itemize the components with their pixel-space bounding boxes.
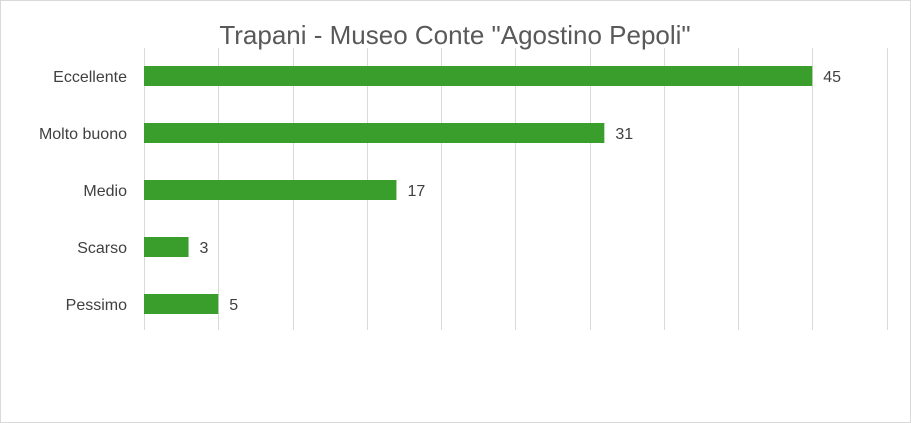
bar xyxy=(144,123,605,143)
category-label: Molto buono xyxy=(39,126,127,143)
data-label: 3 xyxy=(200,240,209,257)
data-label: 45 xyxy=(823,69,841,86)
category-label: Eccellente xyxy=(53,69,127,86)
data-label: 5 xyxy=(229,297,238,314)
data-label: 31 xyxy=(615,126,633,143)
bar xyxy=(144,180,397,200)
gridlines xyxy=(144,48,888,330)
bars xyxy=(144,66,813,314)
bar xyxy=(144,66,813,86)
category-labels: Eccellente Molto buono Medio Scarso Pessimo xyxy=(39,69,127,314)
category-label: Scarso xyxy=(77,240,127,257)
chart-title: Trapani - Museo Conte "Agostino Pepoli" xyxy=(219,20,690,50)
bar xyxy=(144,294,219,314)
category-label: Medio xyxy=(83,183,127,200)
bar xyxy=(144,237,189,257)
data-labels: 45 31 17 3 5 xyxy=(200,69,842,314)
data-label: 17 xyxy=(407,183,425,200)
category-label: Pessimo xyxy=(66,297,127,314)
